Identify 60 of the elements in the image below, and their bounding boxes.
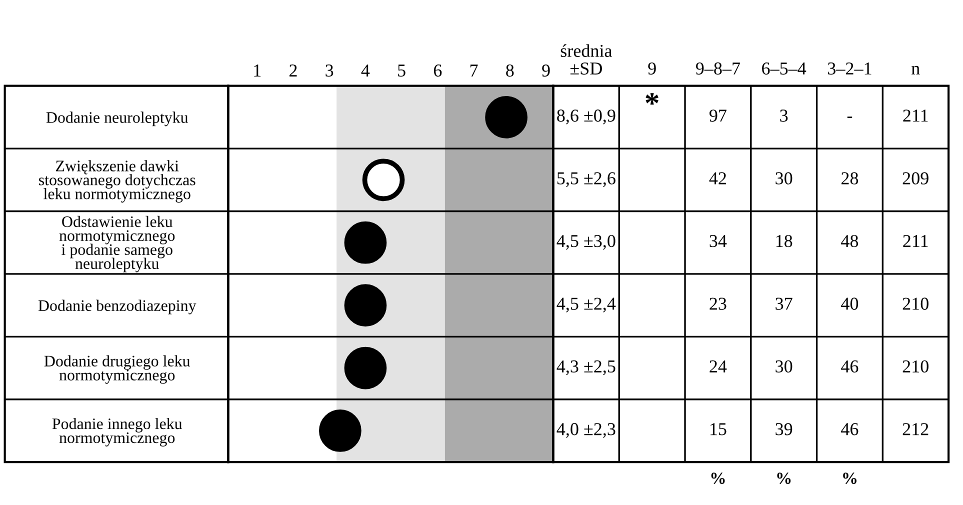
- y-tick-label: Odstawienie leku normotymicznego i podanie samego neuroleptyku: [59, 216, 175, 272]
- text: 211: [903, 234, 928, 247]
- x-tick-label: 9: [542, 64, 550, 77]
- text: %: [711, 472, 725, 484]
- x-tick-label: 1: [254, 64, 261, 76]
- text: -: [847, 116, 852, 118]
- text: 30: [776, 172, 792, 184]
- text: 4,5 ±3,0: [556, 234, 616, 250]
- category-label: 9–8–7: [696, 62, 740, 75]
- text: 8,6 ±0,9: [557, 110, 616, 124]
- category-label: n: [912, 66, 920, 74]
- text: 4,0 ±2,3: [556, 423, 616, 438]
- y-tick-label: Dodanie drugiego leku normotymicznego: [44, 355, 190, 384]
- text: 24: [710, 360, 727, 372]
- y-tick-label: Podanie innego leku normotymicznego: [52, 418, 182, 446]
- text: 46: [841, 423, 858, 436]
- text: 34: [710, 234, 727, 248]
- text: 97: [710, 110, 726, 122]
- text: *: [646, 93, 658, 105]
- text: 211: [903, 110, 928, 122]
- text: 4,3 ±2,5: [556, 360, 616, 376]
- text: 4,5 ±2,4: [556, 298, 616, 312]
- point: [344, 346, 387, 390]
- y-tick-label: Dodanie neuroleptyku: [46, 112, 188, 126]
- text: 18: [776, 234, 792, 248]
- text: 5,5 ±2,6: [557, 172, 616, 188]
- text: 3: [780, 110, 788, 122]
- text: %: [777, 472, 791, 484]
- text: %: [843, 472, 856, 484]
- y-tick-label: Dodanie benzodiazepiny: [38, 300, 196, 314]
- text: 23: [710, 298, 726, 310]
- point: [344, 284, 387, 326]
- category-label: 6–5–4: [762, 62, 806, 75]
- y-tick-label: Zwiększenie dawki stosowanego dotychczas leku normotymicznego: [39, 160, 196, 203]
- category-label: średnia ±SD: [560, 44, 612, 75]
- point: [485, 96, 528, 138]
- text: 209: [902, 172, 928, 184]
- x-tick-label: 3: [326, 64, 334, 77]
- x-tick-label: 2: [290, 64, 297, 76]
- x-tick-label: 6: [434, 64, 442, 77]
- text: 28: [841, 172, 858, 184]
- text: 15: [710, 423, 726, 436]
- x-tick-label: 4: [361, 64, 370, 76]
- text: 39: [776, 423, 792, 436]
- text: 42: [709, 172, 726, 184]
- point: [344, 221, 387, 264]
- x-tick-label: 8: [506, 64, 514, 77]
- x-tick-label: 7: [470, 64, 478, 76]
- text: 210: [902, 360, 928, 373]
- text: 210: [902, 298, 928, 310]
- text: 40: [841, 298, 858, 310]
- text: 46: [841, 360, 858, 373]
- category-label: 3–2–1: [828, 62, 872, 75]
- text: 48: [841, 234, 858, 248]
- x-tick-label: 5: [398, 64, 406, 77]
- text: 30: [776, 360, 792, 373]
- text: 212: [902, 423, 928, 436]
- point: [362, 158, 405, 202]
- point: [319, 410, 362, 452]
- text: 37: [776, 298, 792, 310]
